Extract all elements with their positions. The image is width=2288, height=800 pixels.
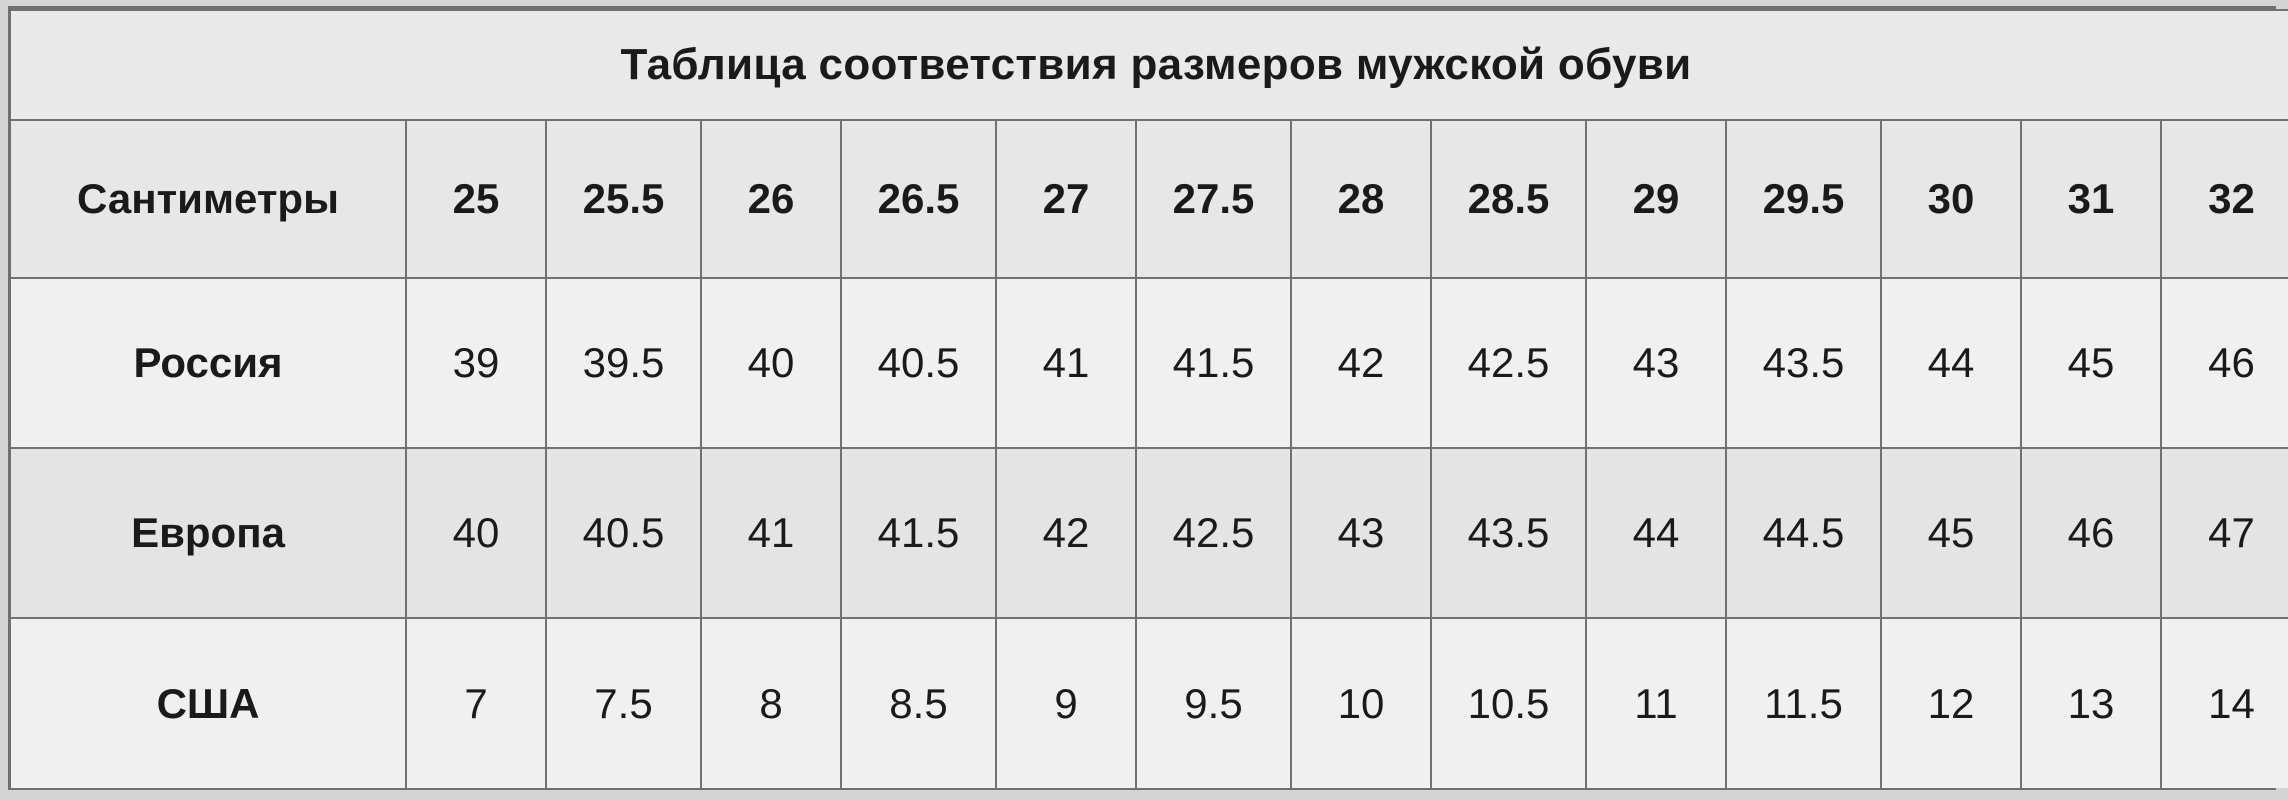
- data-cell: 44.5: [1725, 447, 1882, 619]
- data-cell: 41: [700, 447, 842, 619]
- header-cell: 29.5: [1725, 119, 1882, 279]
- data-cell: 40: [405, 447, 547, 619]
- data-cell: 39.5: [545, 277, 702, 449]
- data-cell: 8: [700, 617, 842, 788]
- header-cell: 30: [1880, 119, 2022, 279]
- header-cell: 25: [405, 119, 547, 279]
- shoe-size-table: Таблица соответствия размеров мужской об…: [11, 9, 2288, 788]
- data-cell: 42: [995, 447, 1137, 619]
- data-cell: 44: [1585, 447, 1727, 619]
- data-cell: 43: [1585, 277, 1727, 449]
- data-cell: 9: [995, 617, 1137, 788]
- data-cell: 41: [995, 277, 1137, 449]
- data-cell: 41.5: [1135, 277, 1292, 449]
- size-chart-frame: Таблица соответствия размеров мужской об…: [8, 6, 2288, 790]
- data-cell: 11: [1585, 617, 1727, 788]
- header-cell: 28: [1290, 119, 1432, 279]
- data-cell: 13: [2020, 617, 2162, 788]
- header-cell: 29: [1585, 119, 1727, 279]
- row-label-russia: Россия: [11, 277, 407, 449]
- table-row-russia: Россия 39 39.5 40 40.5 41 41.5 42 42.5 4…: [11, 277, 2288, 449]
- data-cell: 43: [1290, 447, 1432, 619]
- data-cell: 9.5: [1135, 617, 1292, 788]
- header-cell: 31: [2020, 119, 2162, 279]
- data-cell: 14: [2159, 617, 2288, 788]
- data-cell: 11.5: [1725, 617, 1882, 788]
- data-cell: 10.5: [1430, 617, 1587, 788]
- data-cell: 47: [2159, 447, 2288, 619]
- header-cell: 27: [995, 119, 1137, 279]
- data-cell: 10: [1290, 617, 1432, 788]
- data-cell: 46: [2020, 447, 2162, 619]
- data-cell: 40.5: [545, 447, 702, 619]
- data-cell: 7.5: [545, 617, 702, 788]
- data-cell: 7: [405, 617, 547, 788]
- data-cell: 8.5: [840, 617, 997, 788]
- data-cell: 40.5: [840, 277, 997, 449]
- data-cell: 46: [2159, 277, 2288, 449]
- data-cell: 42.5: [1430, 277, 1587, 449]
- data-cell: 45: [2020, 277, 2162, 449]
- header-cell: 27.5: [1135, 119, 1292, 279]
- data-cell: 43.5: [1725, 277, 1882, 449]
- row-label-europe: Европа: [11, 447, 407, 619]
- header-cell: 25.5: [545, 119, 702, 279]
- table-row-usa: США 7 7.5 8 8.5 9 9.5 10 10.5 11 11.5 12…: [11, 617, 2288, 788]
- table-title: Таблица соответствия размеров мужской об…: [11, 9, 2288, 121]
- data-cell: 42: [1290, 277, 1432, 449]
- header-cell: 26.5: [840, 119, 997, 279]
- row-label-usa: США: [11, 617, 407, 788]
- data-cell: 12: [1880, 617, 2022, 788]
- data-cell: 43.5: [1430, 447, 1587, 619]
- header-label-centimeters: Сантиметры: [11, 119, 407, 279]
- table-title-row: Таблица соответствия размеров мужской об…: [11, 9, 2288, 121]
- header-cell: 32: [2159, 119, 2288, 279]
- header-cell: 28.5: [1430, 119, 1587, 279]
- data-cell: 39: [405, 277, 547, 449]
- table-row-europe: Европа 40 40.5 41 41.5 42 42.5 43 43.5 4…: [11, 447, 2288, 619]
- data-cell: 42.5: [1135, 447, 1292, 619]
- data-cell: 45: [1880, 447, 2022, 619]
- data-cell: 41.5: [840, 447, 997, 619]
- header-cell: 26: [700, 119, 842, 279]
- table-header-row: Сантиметры 25 25.5 26 26.5 27 27.5 28 28…: [11, 119, 2288, 279]
- data-cell: 44: [1880, 277, 2022, 449]
- data-cell: 40: [700, 277, 842, 449]
